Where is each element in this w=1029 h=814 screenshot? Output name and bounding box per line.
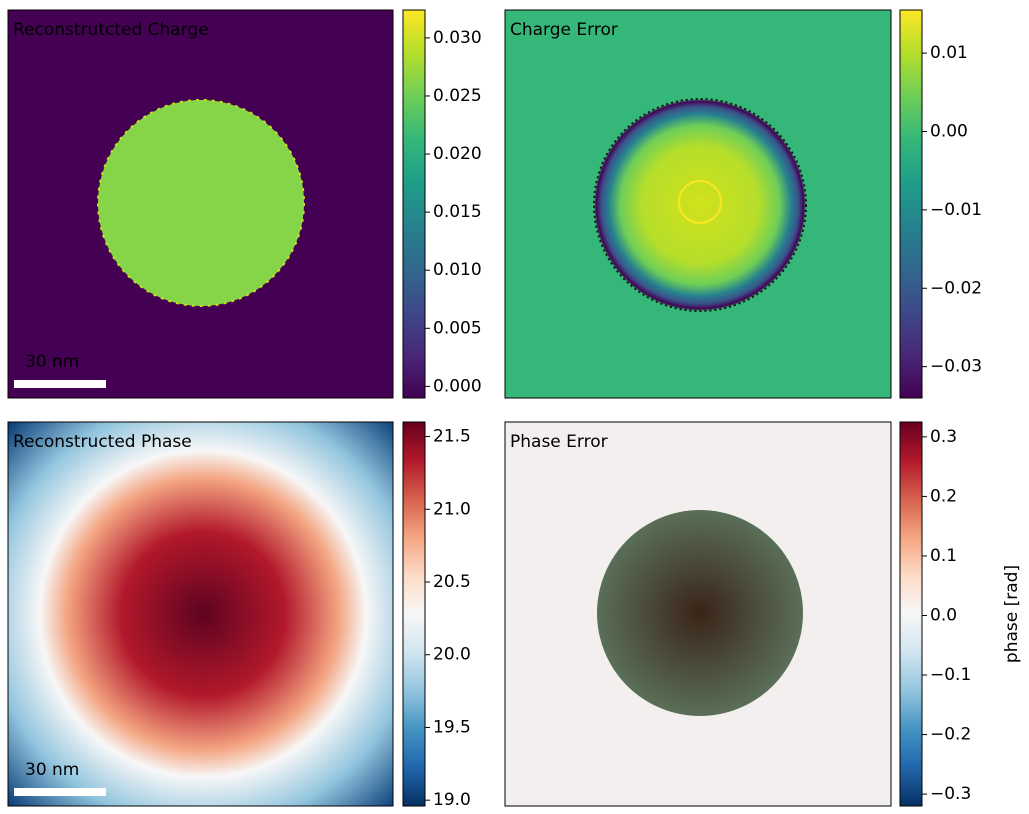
colorbar-tick-label: 0.0 (930, 605, 957, 625)
colorbar-tick-label: −0.3 (930, 784, 971, 804)
colorbar-tick-label: 0.005 (433, 318, 482, 338)
colorbar (899, 421, 923, 807)
colorbar-label: phase [rad] (1002, 565, 1022, 663)
panel-title: Reconstrutcted Charge (13, 20, 209, 40)
colorbar-tick-label: 0.010 (433, 260, 482, 280)
colorbar-tick-label: 0.3 (930, 427, 957, 447)
colorbar-tick-label: 0.000 (433, 376, 482, 396)
panel-title: Reconstructed Phase (13, 432, 192, 452)
panel-title: Charge Error (510, 20, 618, 40)
colorbar-tick-label: 0.025 (433, 86, 482, 106)
axes-frame (7, 421, 394, 807)
scalebar (14, 788, 106, 796)
colorbar (899, 9, 923, 399)
colorbar-tick-label: 19.5 (433, 717, 471, 737)
colorbar-tick-label: 20.0 (433, 645, 471, 665)
axes-frame (504, 9, 892, 399)
scalebar (14, 380, 106, 388)
panel-title: Phase Error (510, 432, 608, 452)
colorbar (402, 421, 426, 807)
colorbar-tick-label: 0.020 (433, 144, 482, 164)
colorbar (402, 9, 426, 399)
axes-frame (504, 421, 892, 807)
axes-frame (7, 9, 394, 399)
colorbar-tick-label: −0.03 (930, 357, 982, 377)
colorbar-tick-label: 0.00 (930, 121, 968, 141)
colorbar-tick-label: −0.2 (930, 725, 971, 745)
colorbar-tick-label: −0.1 (930, 665, 971, 685)
colorbar-tick-label: 21.0 (433, 499, 471, 519)
colorbar-tick-label: 0.01 (930, 43, 968, 63)
scalebar-label: 30 nm (25, 352, 79, 372)
colorbar-tick-label: −0.01 (930, 200, 982, 220)
colorbar-tick-label: 0.015 (433, 202, 482, 222)
scalebar-label: 30 nm (25, 760, 79, 780)
colorbar-tick-label: 0.2 (930, 486, 957, 506)
colorbar-tick-label: 0.030 (433, 28, 482, 48)
colorbar-tick-label: −0.02 (930, 278, 982, 298)
colorbar-tick-label: 19.0 (433, 790, 471, 810)
colorbar-tick-label: 21.5 (433, 427, 471, 447)
colorbar-tick-label: 20.5 (433, 572, 471, 592)
image-content (8, 10, 891, 806)
colorbar-tick-label: 0.1 (930, 546, 957, 566)
